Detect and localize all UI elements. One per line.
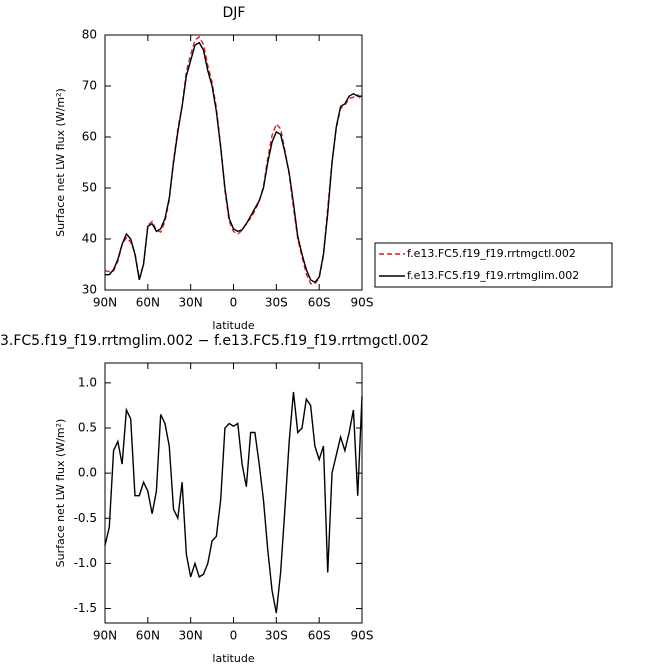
- legend-label: f.e13.FC5.f19_f19.rrtmglim.002: [407, 269, 579, 282]
- y-tick-label: -0.5: [74, 511, 97, 525]
- y-tick-label: 1.0: [78, 375, 97, 389]
- x-axis-label: latitude: [212, 652, 254, 665]
- chart-title: DJF: [223, 5, 246, 21]
- y-tick-label: 0.0: [78, 466, 97, 480]
- x-tick-label: 90N: [93, 296, 117, 310]
- chart-title: 3.FC5.f19_f19.rrtmglim.002 − f.e13.FC5.f…: [0, 333, 429, 349]
- y-tick-label: 40: [82, 232, 97, 246]
- x-tick-label: 60S: [308, 296, 331, 310]
- x-tick-label: 30N: [179, 296, 203, 310]
- y-tick-label: 70: [82, 79, 97, 93]
- x-tick-label: 60N: [136, 629, 160, 643]
- plot-frame: [104, 34, 363, 291]
- x-tick-label: 60S: [308, 629, 331, 643]
- x-tick-label: 30S: [265, 296, 288, 310]
- y-axis-label: Surface net LW flux (W/m²): [54, 419, 67, 568]
- data-line: [105, 41, 362, 284]
- y-tick-label: 60: [82, 130, 97, 144]
- data-line: [104, 35, 363, 285]
- x-tick-label: 60N: [136, 296, 160, 310]
- y-tick-label: 50: [82, 181, 97, 195]
- x-tick-label: 0: [230, 629, 238, 643]
- y-tick-label: 30: [82, 283, 97, 297]
- x-tick-label: 90S: [351, 629, 374, 643]
- y-tick-label: 0.5: [78, 421, 97, 435]
- plot-frame: [104, 362, 363, 624]
- y-tick-label: -1.5: [74, 601, 97, 615]
- y-axis-label: Surface net LW flux (W/m²): [54, 88, 67, 237]
- x-tick-label: 90N: [93, 629, 117, 643]
- legend-box: [374, 242, 613, 288]
- x-tick-label: 30S: [265, 629, 288, 643]
- data-line: [104, 391, 363, 614]
- x-tick-label: 30N: [179, 629, 203, 643]
- y-tick-label: 80: [82, 28, 97, 42]
- legend-label: f.e13.FC5.f19_f19.rrtmgctl.002: [407, 247, 576, 260]
- x-tick-label: 0: [230, 296, 238, 310]
- y-tick-label: -1.0: [74, 556, 97, 570]
- x-axis-label: latitude: [212, 319, 254, 332]
- x-tick-label: 90S: [351, 296, 374, 310]
